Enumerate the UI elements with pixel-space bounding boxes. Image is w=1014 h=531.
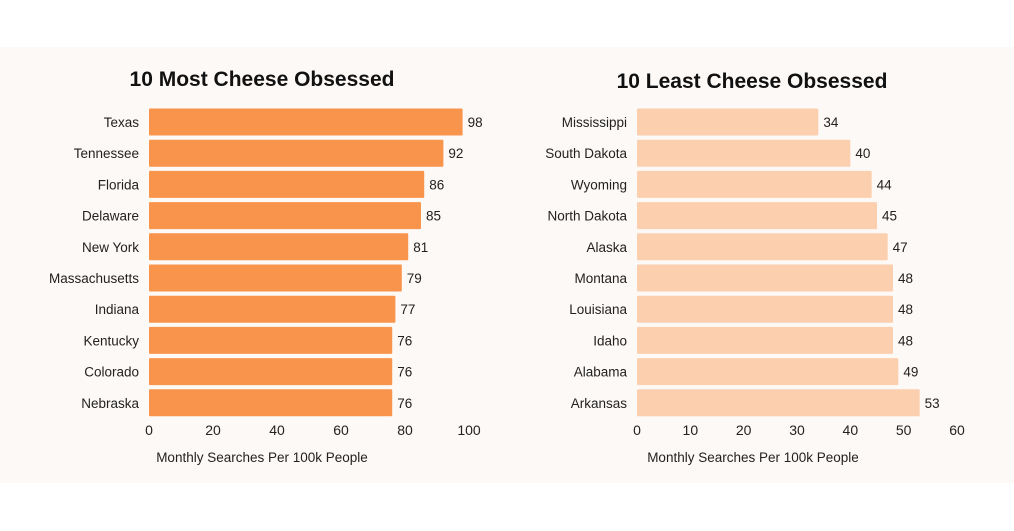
left-category-label: Florida bbox=[98, 177, 140, 192]
right-category-label: Mississippi bbox=[562, 115, 627, 130]
left-x-tick-label: 80 bbox=[397, 422, 413, 438]
right-data-label: 34 bbox=[823, 115, 839, 130]
right-chart-title: 10 Least Cheese Obsessed bbox=[617, 70, 888, 93]
left-category-label: Kentucky bbox=[83, 333, 139, 348]
right-bar bbox=[637, 295, 893, 323]
left-bar bbox=[149, 202, 421, 230]
right-bar bbox=[637, 326, 893, 354]
left-bar bbox=[149, 108, 463, 136]
right-x-tick-label: 0 bbox=[633, 422, 641, 438]
left-x-axis-label: Monthly Searches Per 100k People bbox=[156, 450, 368, 465]
right-data-label: 45 bbox=[882, 209, 897, 224]
left-category-label: Nebraska bbox=[81, 396, 139, 411]
right-category-label: South Dakota bbox=[545, 146, 627, 161]
right-category-label: Louisiana bbox=[569, 302, 627, 317]
left-bar bbox=[149, 358, 393, 386]
left-chart-title: 10 Most Cheese Obsessed bbox=[130, 68, 395, 91]
left-data-label: 76 bbox=[397, 333, 412, 348]
left-bar bbox=[149, 295, 396, 323]
right-data-label: 49 bbox=[903, 365, 918, 380]
left-data-label: 76 bbox=[397, 396, 412, 411]
left-data-label: 79 bbox=[407, 271, 422, 286]
right-data-label: 44 bbox=[877, 177, 893, 192]
right-bar bbox=[637, 139, 851, 167]
right-x-tick-label: 10 bbox=[683, 422, 699, 438]
right-x-tick-label: 40 bbox=[843, 422, 859, 438]
right-data-label: 53 bbox=[925, 396, 940, 411]
left-bar bbox=[149, 233, 409, 261]
left-data-label: 85 bbox=[426, 209, 441, 224]
left-chart: Texas 98 Tennessee 92 Florida 86 Delaware 85 New… bbox=[49, 108, 483, 438]
left-x-tick-label: 100 bbox=[457, 422, 481, 438]
right-x-tick-label: 20 bbox=[736, 422, 752, 438]
left-x-tick-label: 40 bbox=[269, 422, 285, 438]
left-data-label: 77 bbox=[400, 302, 415, 317]
left-category-label: Delaware bbox=[82, 209, 139, 224]
right-chart: Mississippi 34 South Dakota 40 Wyoming 44 Nort… bbox=[545, 108, 965, 438]
right-category-label: Alabama bbox=[574, 365, 628, 380]
right-bar bbox=[637, 389, 920, 417]
left-data-label: 92 bbox=[448, 146, 463, 161]
left-data-label: 86 bbox=[429, 177, 444, 192]
right-bar bbox=[637, 108, 819, 136]
right-data-label: 48 bbox=[898, 333, 913, 348]
left-data-label: 81 bbox=[413, 240, 428, 255]
left-category-label: Massachusetts bbox=[49, 271, 139, 286]
left-x-tick-label: 60 bbox=[333, 422, 349, 438]
left-bar bbox=[149, 139, 444, 167]
right-data-label: 48 bbox=[898, 302, 913, 317]
right-x-tick-label: 30 bbox=[789, 422, 805, 438]
right-bar bbox=[637, 233, 888, 261]
right-data-label: 48 bbox=[898, 271, 913, 286]
right-data-label: 40 bbox=[855, 146, 870, 161]
left-bar bbox=[149, 264, 402, 292]
right-category-label: North Dakota bbox=[547, 209, 627, 224]
left-bar bbox=[149, 389, 393, 417]
left-category-label: Indiana bbox=[95, 302, 140, 317]
right-bar bbox=[637, 358, 899, 386]
right-x-tick-label: 60 bbox=[949, 422, 965, 438]
left-data-label: 76 bbox=[397, 365, 412, 380]
right-category-label: Idaho bbox=[593, 333, 627, 348]
left-x-tick-label: 20 bbox=[205, 422, 221, 438]
right-data-label: 47 bbox=[893, 240, 908, 255]
right-x-axis-label: Monthly Searches Per 100k People bbox=[647, 450, 859, 465]
right-x-tick-label: 50 bbox=[896, 422, 912, 438]
left-bar bbox=[149, 170, 425, 198]
right-category-label: Arkansas bbox=[571, 396, 628, 411]
left-data-label: 98 bbox=[468, 115, 483, 130]
right-bar bbox=[637, 264, 893, 292]
right-bar bbox=[637, 202, 877, 230]
right-category-label: Wyoming bbox=[571, 177, 627, 192]
left-category-label: Tennessee bbox=[74, 146, 139, 161]
left-category-label: Texas bbox=[104, 115, 140, 130]
left-category-label: New York bbox=[82, 240, 139, 255]
left-bar bbox=[149, 326, 393, 354]
right-category-label: Alaska bbox=[586, 240, 627, 255]
left-category-label: Colorado bbox=[84, 365, 139, 380]
left-x-tick-label: 0 bbox=[145, 422, 153, 438]
right-bar bbox=[637, 170, 872, 198]
right-category-label: Montana bbox=[574, 271, 627, 286]
